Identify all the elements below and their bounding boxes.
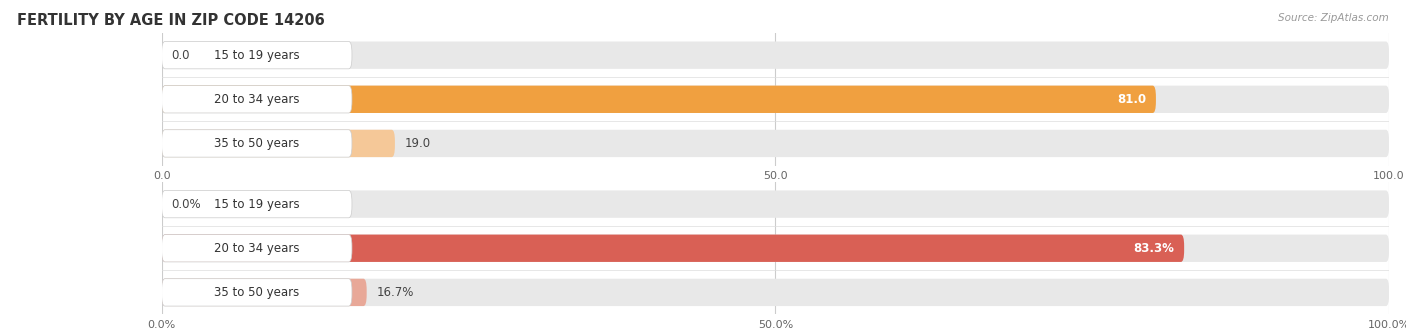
Text: 15 to 19 years: 15 to 19 years [214,198,299,211]
FancyBboxPatch shape [162,41,352,69]
FancyBboxPatch shape [162,279,352,306]
FancyBboxPatch shape [162,190,1389,218]
Text: 16.7%: 16.7% [377,286,413,299]
FancyBboxPatch shape [162,235,1184,262]
Text: 20 to 34 years: 20 to 34 years [214,93,299,106]
FancyBboxPatch shape [162,130,352,157]
Text: 20 to 34 years: 20 to 34 years [214,242,299,255]
Text: 0.0%: 0.0% [172,198,201,211]
Text: Source: ZipAtlas.com: Source: ZipAtlas.com [1278,13,1389,23]
Text: 81.0: 81.0 [1116,93,1146,106]
Text: 35 to 50 years: 35 to 50 years [214,286,299,299]
FancyBboxPatch shape [162,190,352,218]
FancyBboxPatch shape [162,130,395,157]
Text: 83.3%: 83.3% [1133,242,1174,255]
FancyBboxPatch shape [162,279,367,306]
Text: 15 to 19 years: 15 to 19 years [214,49,299,62]
FancyBboxPatch shape [162,86,352,113]
FancyBboxPatch shape [162,86,1156,113]
FancyBboxPatch shape [162,235,352,262]
FancyBboxPatch shape [162,130,1389,157]
FancyBboxPatch shape [162,41,1389,69]
FancyBboxPatch shape [162,279,1389,306]
Text: 0.0: 0.0 [172,49,190,62]
Text: 19.0: 19.0 [405,137,430,150]
FancyBboxPatch shape [162,86,1389,113]
FancyBboxPatch shape [162,235,1389,262]
Text: 35 to 50 years: 35 to 50 years [214,137,299,150]
Text: FERTILITY BY AGE IN ZIP CODE 14206: FERTILITY BY AGE IN ZIP CODE 14206 [17,13,325,28]
